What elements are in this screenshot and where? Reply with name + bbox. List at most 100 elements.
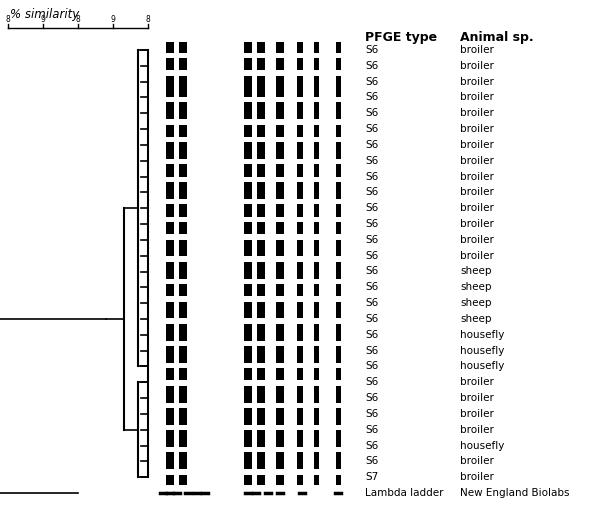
Bar — [166, 318, 175, 324]
Bar — [244, 318, 253, 324]
Bar — [257, 159, 265, 164]
Bar — [313, 402, 319, 408]
Bar — [257, 318, 265, 324]
Text: S6: S6 — [365, 456, 378, 466]
Bar — [166, 402, 175, 408]
Bar — [313, 447, 319, 453]
Bar — [244, 234, 253, 240]
Text: S6: S6 — [365, 298, 378, 308]
Text: housefly: housefly — [460, 441, 505, 450]
Bar — [257, 469, 265, 474]
Bar — [257, 402, 265, 408]
Bar — [313, 176, 319, 182]
Bar — [335, 70, 341, 76]
Bar — [179, 234, 187, 240]
Bar — [275, 469, 284, 474]
Bar — [257, 234, 265, 240]
Text: S6: S6 — [365, 361, 378, 372]
Text: S6: S6 — [365, 124, 378, 134]
Bar — [335, 363, 341, 368]
Bar — [335, 381, 341, 386]
Text: broiler: broiler — [460, 377, 494, 387]
Bar — [296, 234, 304, 240]
Text: 8: 8 — [146, 15, 151, 23]
Bar — [244, 97, 253, 102]
Bar — [335, 119, 341, 125]
Text: S7: S7 — [365, 472, 378, 482]
Bar — [244, 256, 253, 262]
Bar — [179, 381, 187, 386]
Text: sheep: sheep — [460, 267, 491, 277]
Bar — [275, 425, 284, 430]
Text: broiler: broiler — [460, 203, 494, 213]
Bar — [257, 340, 265, 346]
Text: S6: S6 — [365, 187, 378, 197]
Bar — [257, 296, 265, 302]
Text: S6: S6 — [365, 108, 378, 118]
Text: sheep: sheep — [460, 314, 491, 324]
Text: PFGE type: PFGE type — [365, 30, 437, 43]
Bar — [257, 217, 265, 222]
Bar — [166, 340, 175, 346]
Bar — [335, 425, 341, 430]
Bar — [275, 340, 284, 346]
Bar — [335, 256, 341, 262]
Bar — [179, 256, 187, 262]
Bar — [313, 425, 319, 430]
Bar — [275, 97, 284, 102]
Bar — [313, 234, 319, 240]
Bar — [275, 256, 284, 262]
Bar — [335, 469, 341, 474]
Text: 8: 8 — [5, 15, 10, 23]
Bar — [166, 447, 175, 453]
Text: S6: S6 — [365, 377, 378, 387]
Bar — [297, 42, 303, 485]
Bar — [275, 402, 284, 408]
Bar — [313, 119, 319, 125]
Text: S6: S6 — [365, 314, 378, 324]
Bar — [335, 42, 341, 485]
Bar — [335, 199, 341, 204]
Bar — [244, 402, 253, 408]
Bar — [257, 199, 265, 204]
Bar — [313, 97, 319, 102]
Bar — [179, 425, 187, 430]
Text: S6: S6 — [365, 45, 378, 55]
Text: housefly: housefly — [460, 346, 505, 355]
Bar — [179, 159, 187, 164]
Text: sheep: sheep — [460, 298, 491, 308]
Text: broiler: broiler — [460, 108, 494, 118]
Text: S6: S6 — [365, 409, 378, 419]
Text: broiler: broiler — [460, 456, 494, 466]
Text: Animal sp.: Animal sp. — [460, 30, 533, 43]
Text: broiler: broiler — [460, 172, 494, 182]
Text: broiler: broiler — [460, 409, 494, 419]
Bar — [179, 176, 187, 182]
Bar — [335, 137, 341, 143]
Bar — [335, 234, 341, 240]
Bar — [275, 199, 284, 204]
Bar — [244, 53, 253, 58]
Bar — [244, 199, 253, 204]
Bar — [257, 425, 265, 430]
Bar — [179, 119, 187, 125]
Text: broiler: broiler — [460, 140, 494, 150]
Bar — [166, 159, 175, 164]
Bar — [166, 381, 175, 386]
Bar — [244, 176, 253, 182]
Text: S6: S6 — [365, 235, 378, 245]
Bar — [275, 70, 284, 76]
Bar — [257, 176, 265, 182]
Bar — [166, 199, 175, 204]
Bar — [244, 469, 253, 474]
Text: S6: S6 — [365, 346, 378, 355]
Bar — [296, 70, 304, 76]
Bar — [335, 159, 341, 164]
Text: S6: S6 — [365, 140, 378, 150]
Text: S6: S6 — [365, 61, 378, 71]
Bar — [313, 199, 319, 204]
Bar — [244, 381, 253, 386]
Bar — [244, 137, 253, 143]
Bar — [166, 256, 175, 262]
Bar — [244, 279, 253, 284]
